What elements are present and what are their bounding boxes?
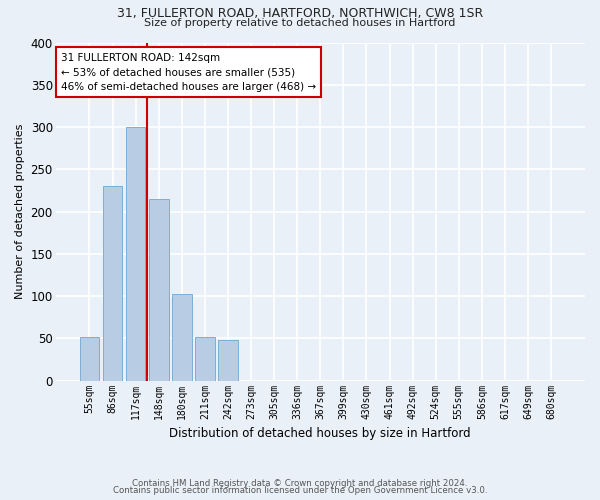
X-axis label: Distribution of detached houses by size in Hartford: Distribution of detached houses by size … [169,427,471,440]
Y-axis label: Number of detached properties: Number of detached properties [15,124,25,300]
Bar [80,336,99,380]
Bar [172,294,191,380]
Bar [149,199,169,380]
Text: Size of property relative to detached houses in Hartford: Size of property relative to detached ho… [145,18,455,28]
Bar [103,186,122,380]
Text: 31 FULLERTON ROAD: 142sqm
← 53% of detached houses are smaller (535)
46% of semi: 31 FULLERTON ROAD: 142sqm ← 53% of detac… [61,52,316,92]
Bar [218,340,238,380]
Text: Contains HM Land Registry data © Crown copyright and database right 2024.: Contains HM Land Registry data © Crown c… [132,478,468,488]
Bar [126,127,145,380]
Bar [195,336,215,380]
Text: Contains public sector information licensed under the Open Government Licence v3: Contains public sector information licen… [113,486,487,495]
Text: 31, FULLERTON ROAD, HARTFORD, NORTHWICH, CW8 1SR: 31, FULLERTON ROAD, HARTFORD, NORTHWICH,… [117,8,483,20]
